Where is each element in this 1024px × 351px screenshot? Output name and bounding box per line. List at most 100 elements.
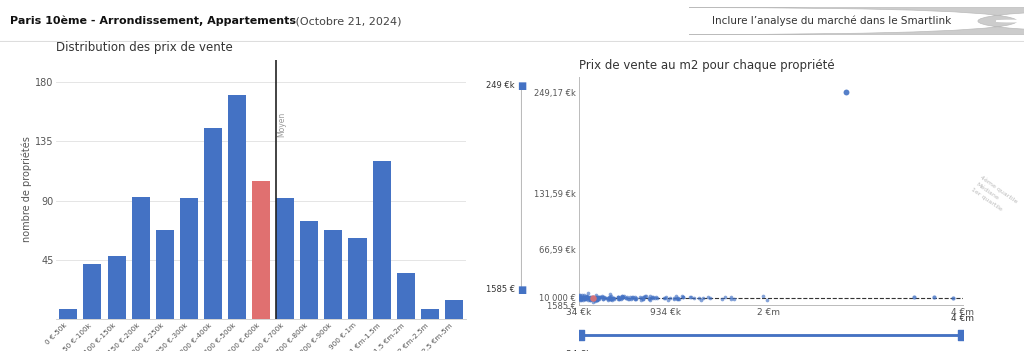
Point [573,294,590,300]
Point [589,298,605,303]
Point [586,295,602,300]
Point [604,297,621,303]
Point [583,294,599,300]
Point [606,296,623,301]
Point [605,296,622,302]
Point [614,294,631,300]
Point [575,296,592,302]
Point [611,295,628,301]
Point [578,295,594,301]
Point [579,294,595,300]
Point [700,294,717,300]
Point [591,294,607,300]
Point [572,295,589,300]
Point [644,294,660,299]
Point [587,297,603,303]
Text: 4ème quartile
Médiane
1er quartile: 4ème quartile Médiane 1er quartile [971,175,1018,217]
Point [617,295,634,300]
Bar [421,309,439,319]
Point [571,297,588,303]
Bar [300,220,318,319]
Bar [108,256,126,319]
Point [584,296,600,302]
Point [605,295,622,300]
Point [617,296,634,301]
Point [583,296,599,302]
Point [594,293,610,299]
Point [586,296,602,302]
Point [609,294,626,300]
Point [609,294,626,300]
Bar [252,181,270,319]
Text: Inclure l’analyse du marché dans le Smartlink: Inclure l’analyse du marché dans le Smar… [712,16,951,26]
Point [669,295,685,301]
Point [648,294,665,299]
Point [595,294,611,300]
Point [603,296,620,302]
Point [602,295,618,300]
Point [666,296,682,302]
Point [591,296,607,302]
Point [701,295,718,300]
Bar [348,238,367,319]
Point [575,294,592,300]
Point [671,296,687,302]
Point [624,294,640,300]
Point [723,294,739,299]
Point [675,294,691,300]
Point [580,290,596,296]
Point [628,295,644,300]
Point [573,297,590,302]
Point [614,293,631,299]
Point [628,296,644,302]
Point [601,294,617,300]
Point [602,297,618,302]
Text: 34 €k: 34 €k [566,350,591,351]
Point [632,294,648,300]
Text: 249 €k: 249 €k [486,81,515,91]
Point [586,296,602,302]
Point [597,295,613,301]
Point [580,295,596,301]
Point [577,296,593,302]
Bar [204,128,222,319]
Point [573,295,590,301]
Point [611,297,628,302]
Point [717,294,733,300]
Point [628,297,644,302]
Point [627,294,643,299]
Point [633,296,649,301]
Point [588,295,604,300]
Point [585,296,601,302]
Point [572,294,589,300]
Point [578,297,594,302]
Point [604,296,621,301]
Point [726,296,742,302]
Point [635,294,651,299]
Point [582,295,598,300]
Point [756,293,772,299]
Point [587,295,603,300]
Point [633,297,649,302]
Point [659,297,676,303]
Text: Moyen: Moyen [278,112,287,137]
Point [582,296,598,302]
Circle shape [996,20,1024,22]
Point [656,296,673,301]
Bar [325,230,342,319]
Point [614,294,631,300]
Point [590,296,606,301]
Text: ■: ■ [517,285,527,294]
Point [578,294,594,300]
Point [839,90,855,95]
Y-axis label: nombre de propriétés: nombre de propriétés [22,137,33,243]
Point [589,295,605,301]
Bar [83,264,101,319]
Point [601,294,617,300]
Point [584,296,600,302]
Point [945,295,962,301]
Point [593,294,609,300]
Point [611,294,628,300]
Point [600,295,616,300]
Point [585,296,601,302]
